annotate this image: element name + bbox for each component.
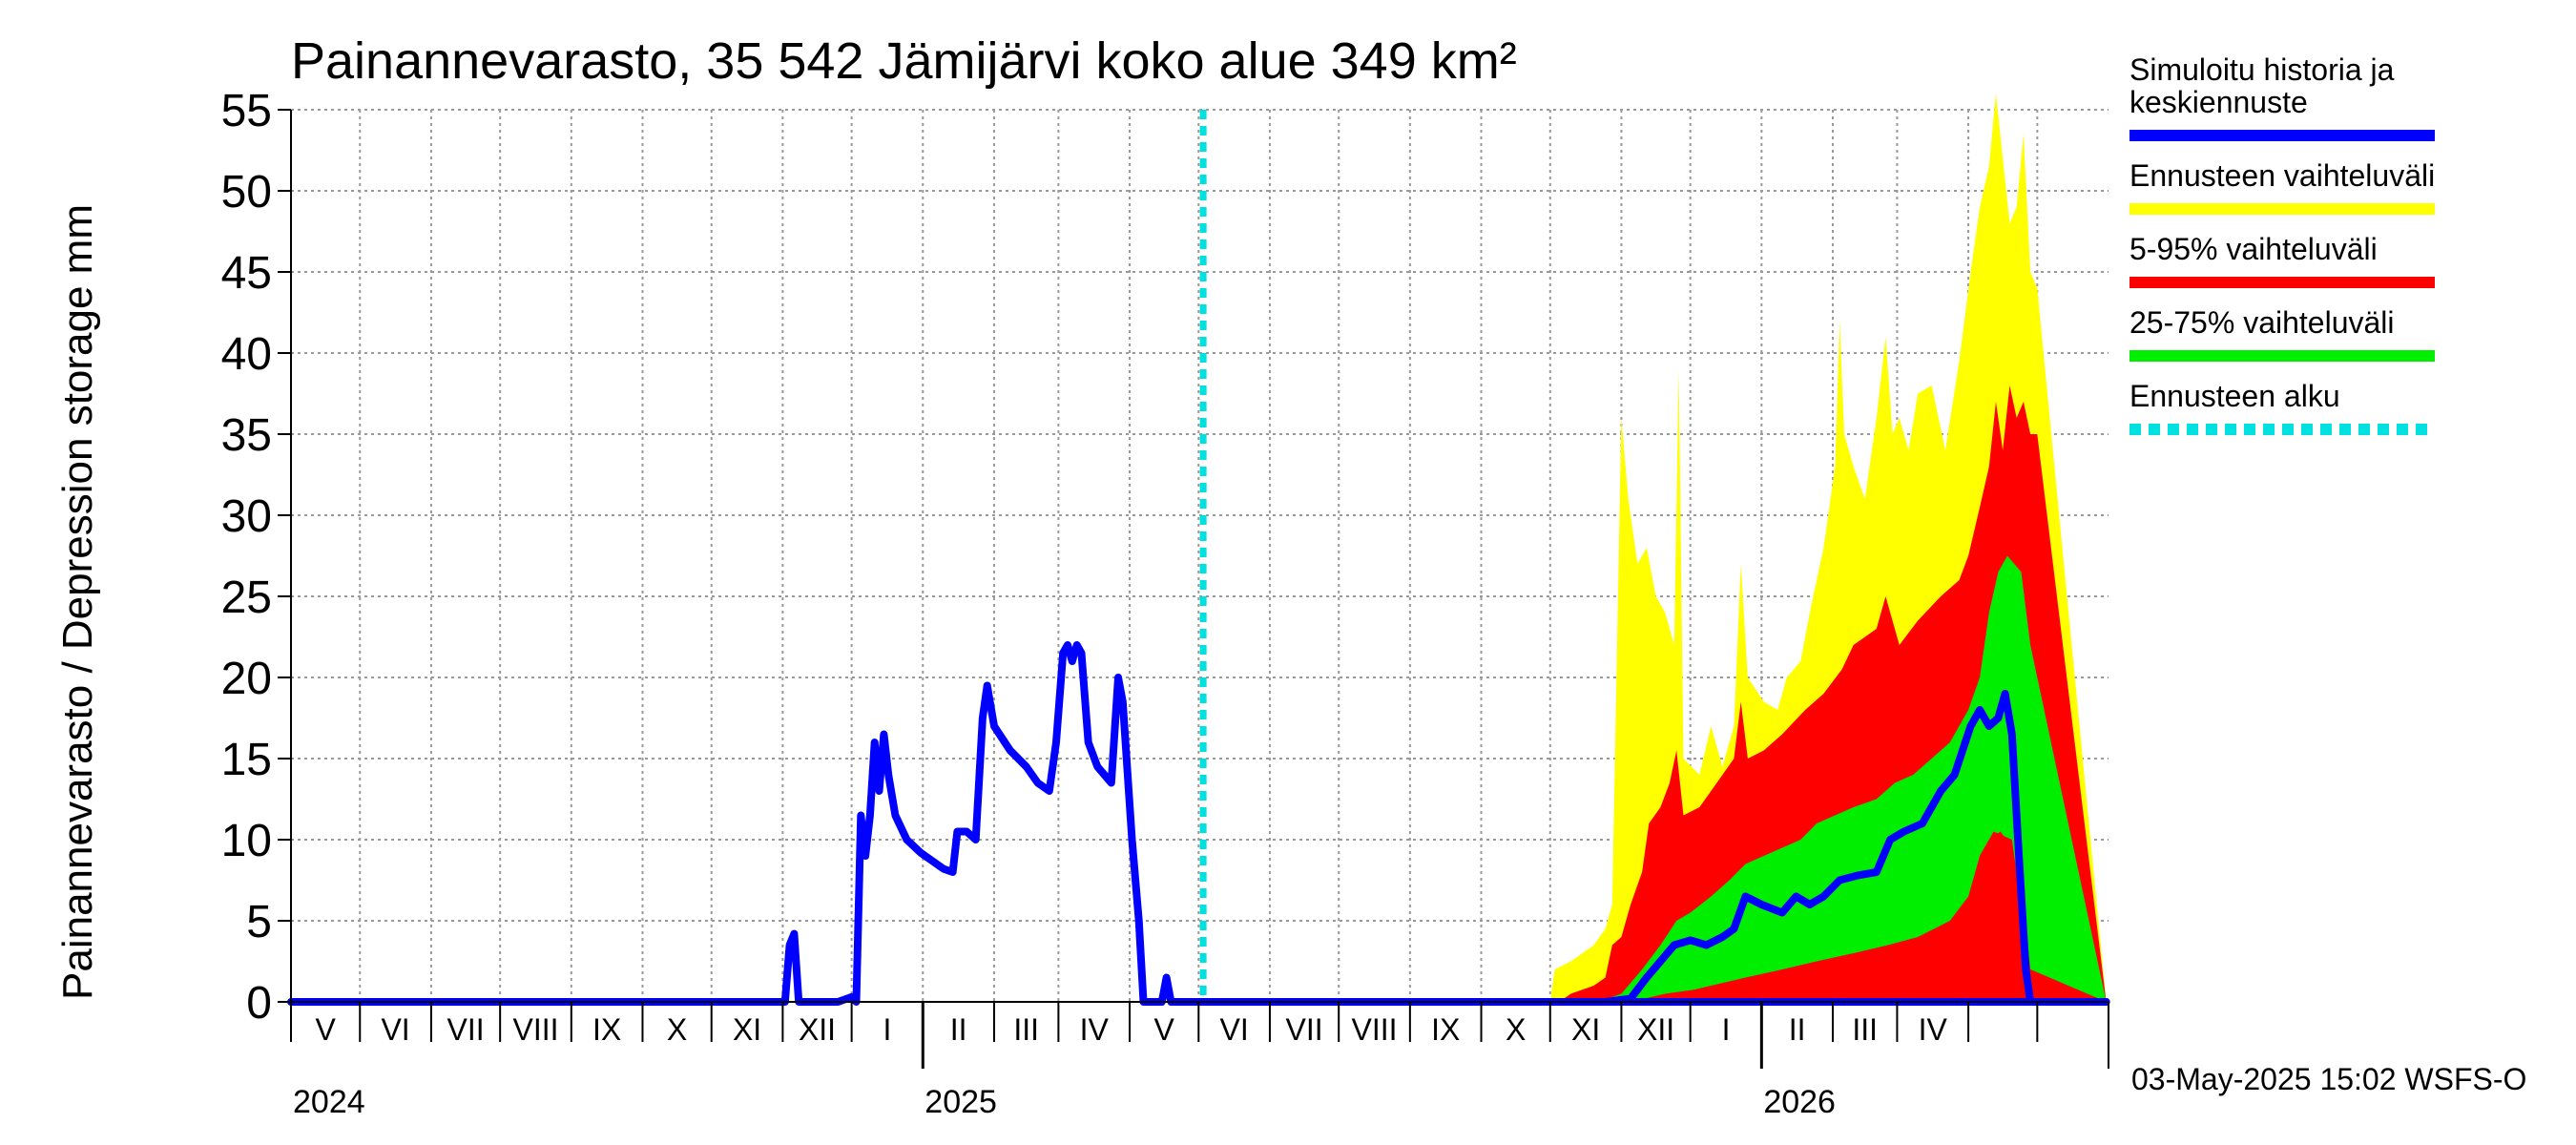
- plot-area: [287, 94, 2110, 1006]
- x-month-label: VIII: [512, 1012, 558, 1047]
- x-month-label: X: [667, 1012, 687, 1047]
- y-axis: 0 5 10 15 20 25 30 35 40 45 50 55: [221, 86, 291, 1029]
- y-tick-label: 20: [221, 654, 272, 704]
- x-month-label: V: [315, 1012, 336, 1047]
- legend-label-line: Simuloitu historia ja: [2129, 52, 2395, 87]
- x-month-label: X: [1506, 1012, 1526, 1047]
- legend-label: 25-75% vaihteluväli: [2129, 305, 2395, 340]
- y-tick-label: 10: [221, 816, 272, 866]
- y-tick-label: 55: [221, 86, 272, 136]
- x-month-label: III: [1013, 1012, 1039, 1047]
- x-month-label: XII: [799, 1012, 836, 1047]
- forecast-bands: [1549, 94, 2107, 1002]
- y-tick-label: 5: [246, 897, 272, 947]
- y-tick-label: 30: [221, 491, 272, 542]
- series-line-simulated: [287, 641, 2110, 1006]
- x-month-label: IV: [1080, 1012, 1110, 1047]
- y-axis-label: Painannevarasto / Depression storage mm: [54, 204, 101, 1000]
- x-month-label: II: [1789, 1012, 1806, 1047]
- y-tick-label: 0: [246, 978, 272, 1029]
- y-tick-label: 50: [221, 167, 272, 218]
- x-year-label: 2025: [924, 1084, 997, 1120]
- series-line-median-forecast: [1601, 690, 2110, 1006]
- x-month-label: IX: [1431, 1012, 1460, 1047]
- x-month-label: VI: [1220, 1012, 1249, 1047]
- x-year-label: 2024: [293, 1084, 365, 1120]
- y-tick-label: 45: [221, 248, 272, 299]
- legend: Simuloitu historia ja keskiennuste Ennuste…: [2129, 52, 2435, 435]
- x-month-label: VI: [381, 1012, 409, 1047]
- x-month-label: IV: [1919, 1012, 1948, 1047]
- x-month-label: XII: [1637, 1012, 1674, 1047]
- y-tick-label: 35: [221, 410, 272, 461]
- x-month-label: VIII: [1352, 1012, 1398, 1047]
- y-tick-label: 40: [221, 329, 272, 380]
- x-month-label: I: [1722, 1012, 1731, 1047]
- legend-label-line: keskiennuste: [2129, 85, 2308, 119]
- x-month-label: XI: [733, 1012, 761, 1047]
- chart-title: Painannevarasto, 35 542 Jämijärvi koko a…: [291, 32, 1517, 90]
- x-month-label: II: [950, 1012, 967, 1047]
- legend-label: Ennusteen vaihteluväli: [2129, 158, 2435, 193]
- y-tick-label: 15: [221, 735, 272, 785]
- y-tick-label: 25: [221, 572, 272, 623]
- x-month-label: VII: [447, 1012, 484, 1047]
- legend-label: Ennusteen alku: [2129, 379, 2340, 413]
- series-lines: [287, 110, 2110, 1006]
- x-year-label: 2026: [1763, 1084, 1836, 1120]
- x-month-label: III: [1852, 1012, 1878, 1047]
- x-month-label: V: [1153, 1012, 1174, 1047]
- area-5-95-lower: [1631, 831, 2107, 1002]
- legend-label: Simuloitu historia ja keskiennuste: [2129, 52, 2395, 119]
- area-25-75-range: [1598, 555, 2107, 1002]
- x-axis: V VI VII VIII IX X XI XII I II III IV V VI VII VIII IX X X…: [290, 1002, 2109, 1120]
- footer-timestamp: 03-May-2025 15:02 WSFS-O: [2131, 1062, 2526, 1096]
- x-month-label: IX: [592, 1012, 621, 1047]
- x-month-label: XI: [1571, 1012, 1600, 1047]
- x-month-label: I: [883, 1012, 892, 1047]
- legend-label: 5-95% vaihteluväli: [2129, 232, 2378, 266]
- x-month-label: VII: [1286, 1012, 1323, 1047]
